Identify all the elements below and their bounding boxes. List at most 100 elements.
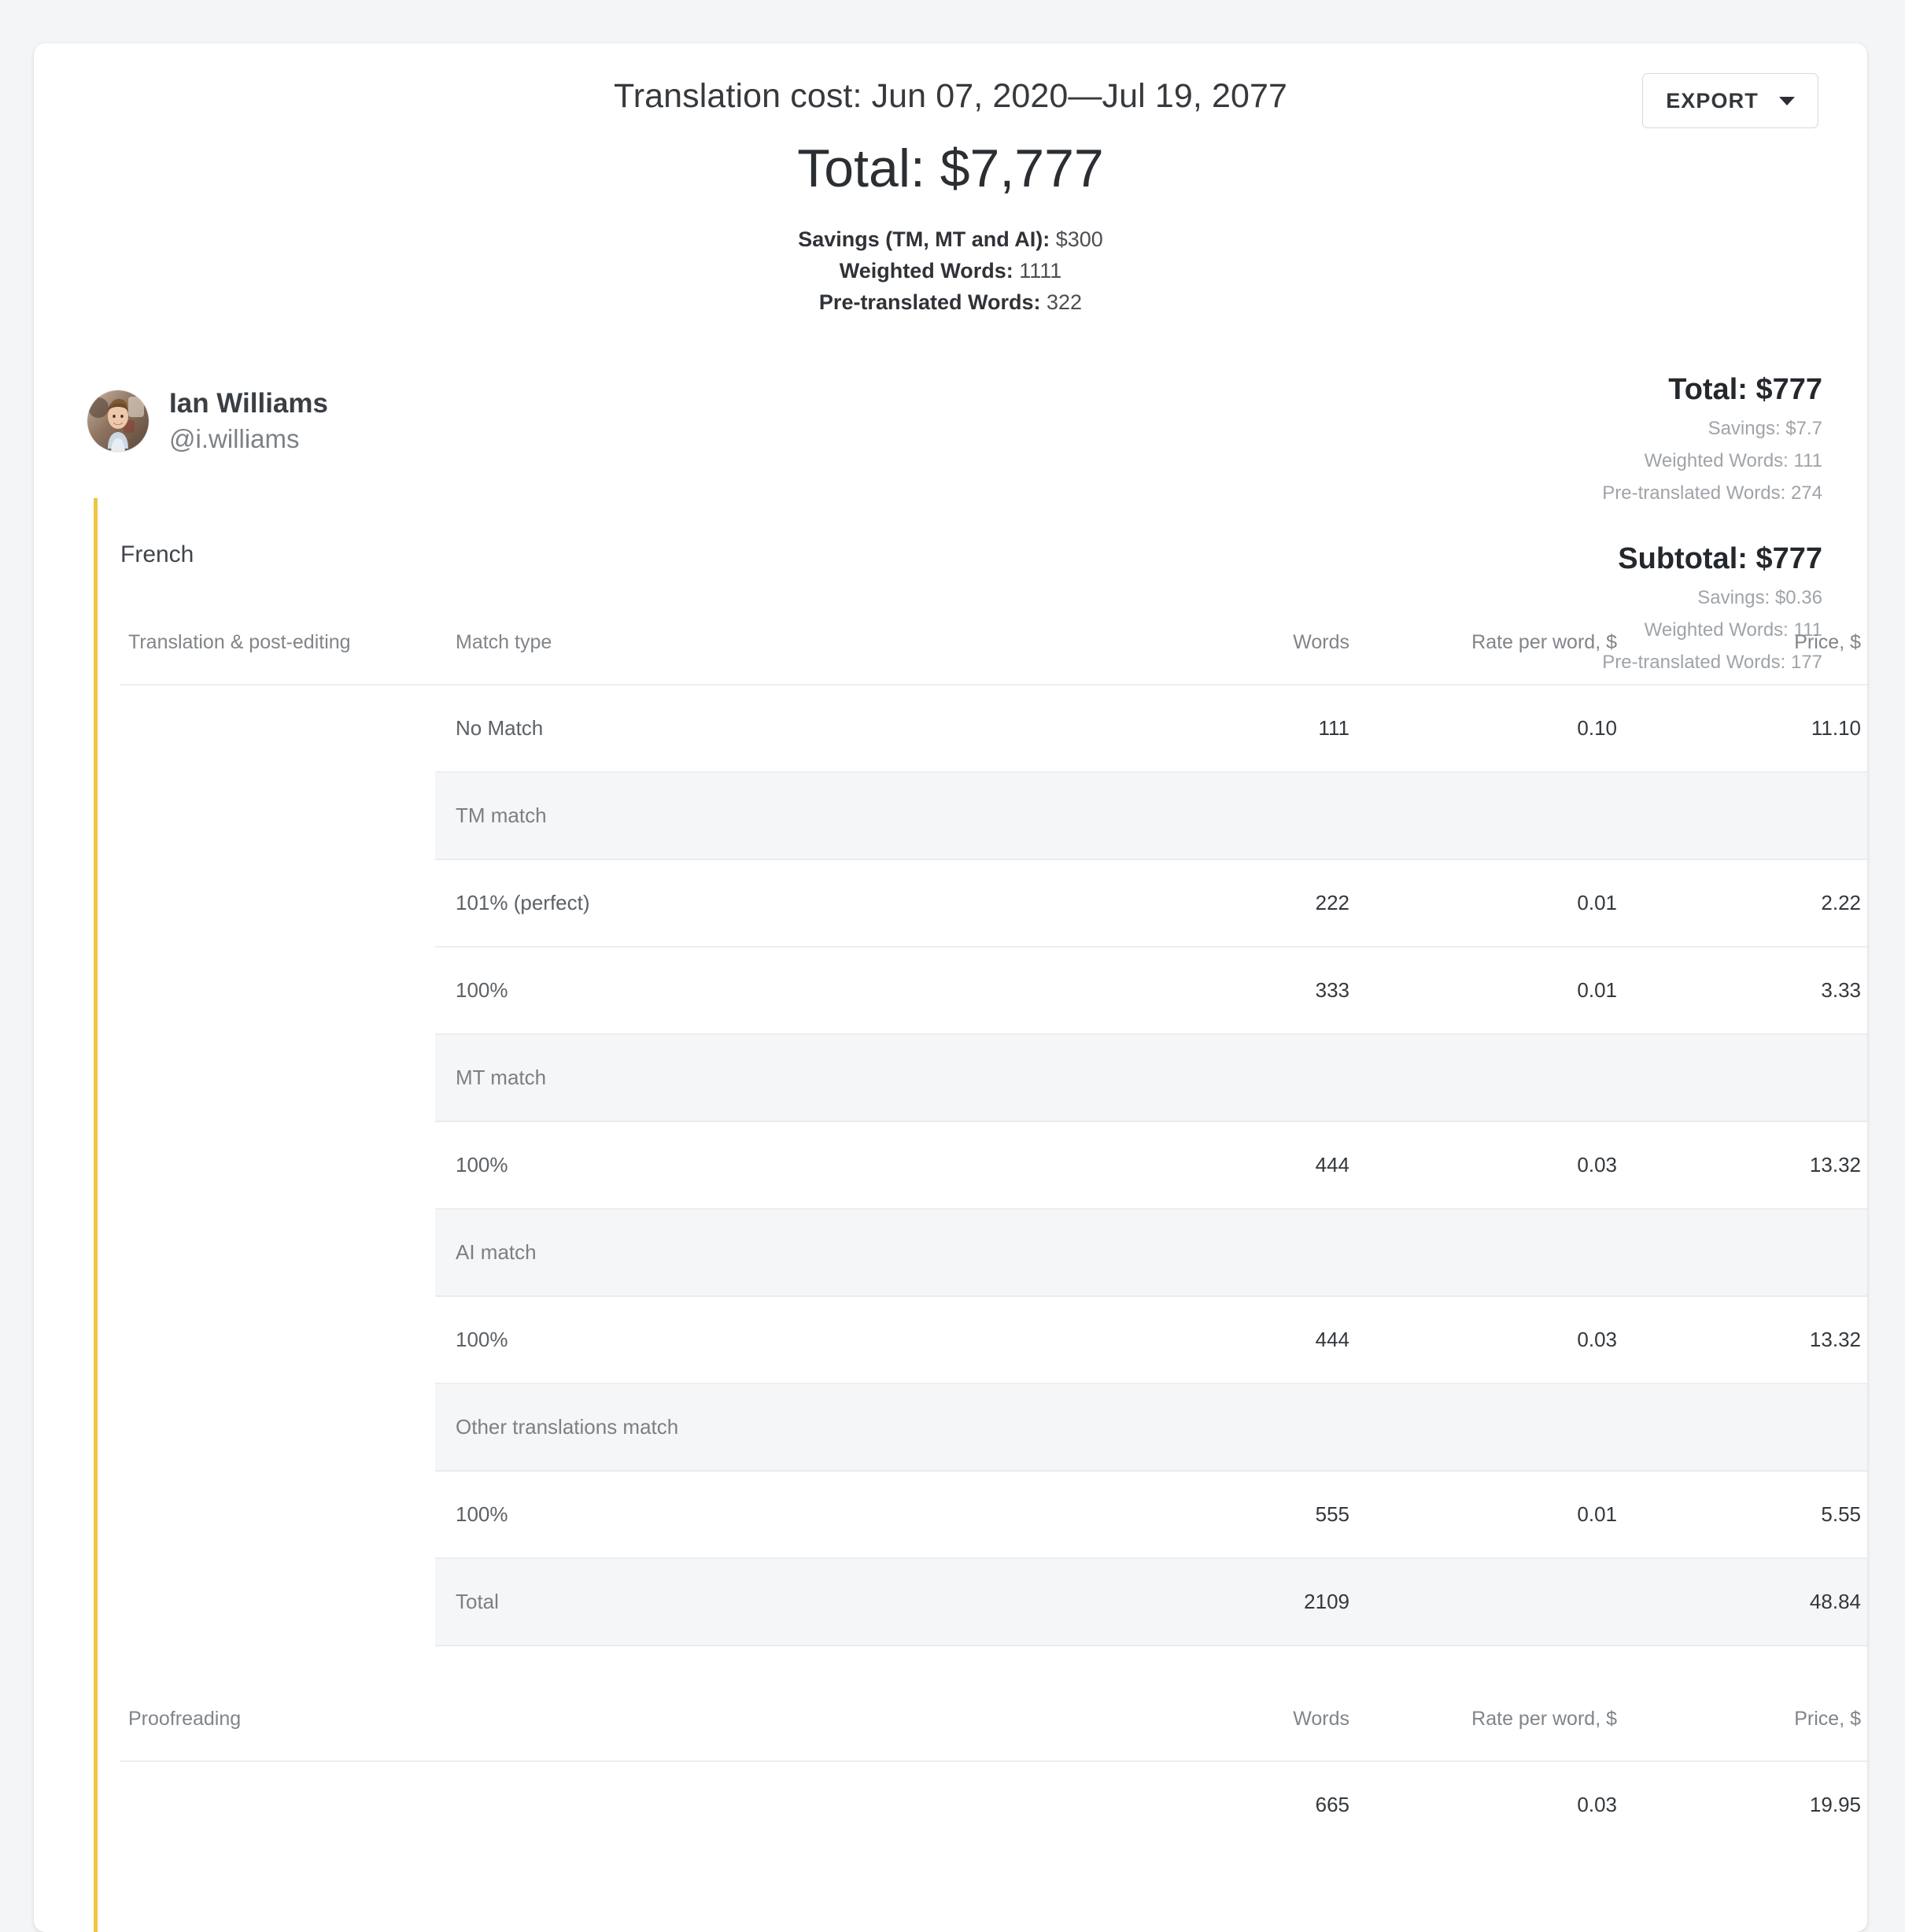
table-group-row: AI match	[120, 1208, 1867, 1298]
summary-line: Weighted Words: 1111	[34, 256, 1867, 287]
cell-section	[120, 1209, 435, 1296]
report-header: Translation cost: Jun 07, 2020—Jul 19, 2…	[34, 43, 1867, 319]
summary-value: $300	[1055, 227, 1103, 252]
proofreading-table-body: 665 0.03 19.95	[120, 1761, 1867, 1848]
cell-words: 333	[1072, 947, 1364, 1036]
avatar	[87, 390, 149, 452]
cell-rate	[1364, 771, 1631, 861]
table-body: No Match 111 0.10 11.10 TM match 101% (perfec…	[120, 685, 1867, 1647]
cell-price: 3.33	[1631, 947, 1867, 1036]
cell-section	[120, 1383, 435, 1471]
cell-match-type: 101% (perfect)	[435, 859, 1072, 948]
cell-words: 111	[1072, 685, 1364, 774]
cell-match-type: MT match	[435, 1033, 1072, 1123]
summary-label: Weighted Words:	[839, 259, 1013, 283]
cell-price: 19.95	[1809, 1793, 1861, 1817]
cell-words: 665	[1315, 1793, 1349, 1817]
table-group-row: TM match	[120, 771, 1867, 861]
cell-section	[120, 1034, 435, 1121]
cell-section	[120, 1471, 435, 1558]
column-header-proofreading: Proofreading	[120, 1708, 435, 1763]
cell-rate: 0.03	[1577, 1793, 1617, 1817]
cell-match-type: AI match	[435, 1208, 1072, 1298]
page-title: Translation cost: Jun 07, 2020—Jul 19, 2…	[613, 77, 1288, 115]
language-section: French Translation & post-editing Match …	[34, 498, 1867, 1932]
cell-match-type: 100%	[435, 1296, 1072, 1385]
translation-post-editing-table: Translation & post-editing Match type Wo…	[120, 631, 1867, 1647]
summary-label: Savings (TM, MT and AI):	[798, 227, 1050, 252]
cell-match-type: TM match	[435, 771, 1072, 861]
export-button[interactable]: EXPORT	[1642, 73, 1818, 128]
cell-match-type: 100%	[435, 1121, 1072, 1210]
summary-label: Pre-translated Words:	[818, 290, 1041, 315]
cell-words: 222	[1072, 859, 1364, 948]
cell-rate	[1364, 1557, 1631, 1647]
summary-value: 322	[1047, 290, 1083, 315]
subtotal-savings: Savings: $0.36	[1697, 586, 1822, 608]
language-accent-bar	[94, 498, 98, 1932]
table-row: 100% 444 0.03 13.32	[120, 1121, 1867, 1210]
user-total-weighted-words: Weighted Words: 111	[1644, 449, 1822, 471]
column-header-match-type: Match type	[435, 631, 1072, 686]
cell-price: 13.32	[1631, 1121, 1867, 1210]
cell-rate	[1364, 1033, 1631, 1123]
cell-section	[120, 1296, 435, 1383]
user-block[interactable]: Ian Williams @i.williams	[87, 386, 328, 455]
cell-match-type: 100%	[435, 947, 1072, 1036]
user-total-savings: Savings: $7.7	[1707, 417, 1822, 439]
column-header-price: Price, $	[1631, 1708, 1867, 1763]
column-header-section: Translation & post-editing	[120, 631, 435, 686]
cell-words	[1072, 1383, 1364, 1472]
user-names: Ian Williams @i.williams	[169, 386, 328, 455]
summary-value: 1111	[1019, 259, 1062, 283]
export-button-label: EXPORT	[1666, 88, 1759, 113]
cell-match-type: Other translations match	[435, 1383, 1072, 1472]
cell-section	[120, 1121, 435, 1209]
cell-section	[120, 1558, 435, 1646]
cell-price	[1631, 1033, 1867, 1123]
chevron-down-icon	[1778, 96, 1795, 105]
language-content: French Translation & post-editing Match …	[94, 498, 1867, 1848]
cell-section	[120, 772, 435, 859]
cell-rate: 0.03	[1364, 1296, 1631, 1385]
cell-price	[1631, 1383, 1867, 1472]
cell-match-type: Total	[435, 1557, 1072, 1647]
table-total-row: Total 2109 48.84	[120, 1557, 1867, 1647]
summary-line: Savings (TM, MT and AI): $300	[34, 224, 1867, 256]
cell-price: 5.55	[1631, 1471, 1867, 1560]
column-header-words: Words	[1072, 1708, 1364, 1763]
user-totals-band: Ian Williams @i.williams Total: $777 Sav…	[34, 371, 1867, 673]
cell-words	[1072, 771, 1364, 861]
cell-rate: 0.10	[1364, 685, 1631, 774]
table-row: 100% 333 0.01 3.33	[120, 947, 1867, 1036]
cell-match-type	[435, 1761, 1072, 1848]
column-header-rate: Rate per word, $	[1364, 1708, 1631, 1763]
table-row: 665 0.03 19.95	[120, 1761, 1867, 1848]
column-header-blank	[435, 1708, 1072, 1763]
cell-rate: 0.01	[1364, 859, 1631, 948]
column-header-rate: Rate per word, $	[1364, 631, 1631, 686]
cell-words: 555	[1072, 1471, 1364, 1560]
cell-rate: 0.01	[1364, 947, 1631, 1036]
cell-section	[120, 859, 435, 947]
cell-words: 444	[1072, 1121, 1364, 1210]
cell-price: 48.84	[1631, 1557, 1867, 1647]
user-total-heading: Total: $777	[1668, 373, 1822, 407]
language-name: French	[120, 541, 194, 568]
cell-words	[1072, 1033, 1364, 1123]
table-group-row: MT match	[120, 1033, 1867, 1123]
cell-match-type: No Match	[435, 685, 1072, 774]
header-summary: Savings (TM, MT and AI): $300 Weighted W…	[34, 224, 1867, 319]
cell-rate	[1364, 1383, 1631, 1472]
table-header-row: Proofreading Words Rate per word, $ Pric…	[120, 1708, 1867, 1763]
cell-match-type: 100%	[435, 1471, 1072, 1560]
cell-words: 2109	[1072, 1557, 1364, 1647]
column-header-price: Price, $	[1631, 631, 1867, 686]
user-total-group: Total: $777 Savings: $7.7 Weighted Words…	[1602, 371, 1822, 507]
table-row: 100% 444 0.03 13.32	[120, 1296, 1867, 1385]
cell-rate	[1364, 1208, 1631, 1298]
cell-rate: 0.03	[1364, 1121, 1631, 1210]
cell-words	[1072, 1208, 1364, 1298]
translation-cost-card: Translation cost: Jun 07, 2020—Jul 19, 2…	[34, 43, 1867, 1932]
table-row: 101% (perfect) 222 0.01 2.22	[120, 859, 1867, 948]
